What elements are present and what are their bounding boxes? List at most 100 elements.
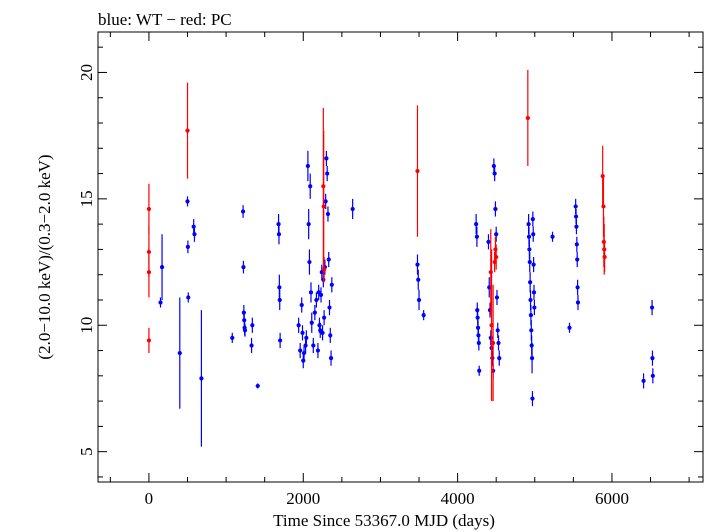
data-point	[276, 232, 282, 237]
data-point	[185, 244, 191, 249]
data-point	[320, 330, 325, 335]
data-point	[492, 171, 497, 176]
data-point	[300, 330, 305, 335]
chart-title: blue: WT − red: PC	[98, 10, 232, 29]
series-pc	[146, 69, 607, 402]
data-point	[649, 305, 655, 310]
data-point	[491, 340, 496, 346]
data-point	[531, 232, 536, 237]
data-point	[324, 156, 329, 161]
data-point	[475, 315, 480, 320]
data-point	[304, 335, 309, 340]
data-point	[416, 277, 421, 282]
data-point	[495, 328, 500, 333]
data-point	[241, 265, 246, 270]
data-point	[494, 295, 500, 300]
data-point	[474, 234, 479, 239]
data-point	[574, 224, 579, 229]
data-point	[600, 174, 605, 179]
x-axis-label: Time Since 53367.0 MJD (days)	[273, 511, 495, 530]
data-point	[191, 224, 196, 229]
data-point	[326, 257, 331, 262]
y-tick-label: 5	[77, 447, 96, 456]
data-point	[530, 216, 535, 222]
x-tick-label: 6000	[595, 489, 629, 508]
data-point	[491, 163, 496, 169]
data-point	[574, 242, 579, 247]
data-point	[575, 285, 580, 290]
data-point	[315, 348, 321, 353]
plot-frame	[97, 31, 704, 483]
data-point	[329, 282, 334, 287]
data-point	[146, 338, 152, 343]
data-point	[321, 204, 326, 209]
data-point	[312, 310, 317, 315]
axis-ticks	[98, 32, 703, 482]
data-point	[301, 358, 306, 363]
data-point	[494, 254, 499, 260]
data-point	[322, 315, 327, 320]
data-point	[328, 356, 334, 361]
data-point	[528, 313, 534, 318]
data-point	[303, 343, 308, 348]
y-tick-label: 20	[77, 64, 96, 81]
data-point	[477, 368, 482, 373]
data-point	[532, 305, 537, 310]
data-point	[242, 328, 248, 333]
data-point	[496, 340, 501, 346]
data-point	[415, 168, 420, 174]
data-point	[641, 378, 646, 383]
data-point	[650, 373, 655, 378]
data-point	[308, 184, 313, 189]
data-point	[575, 300, 581, 305]
axis-tick-labels: 0 2000 4000 6000 5 10 15 20	[77, 64, 629, 508]
x-tick-label: 4000	[441, 489, 475, 508]
data-point	[528, 280, 533, 285]
data-point	[530, 396, 535, 401]
data-point	[488, 270, 493, 275]
data-point	[416, 297, 422, 303]
data-point	[318, 292, 324, 298]
data-point	[325, 171, 330, 176]
data-point	[240, 209, 246, 214]
data-point	[650, 356, 655, 361]
data-point	[277, 285, 282, 290]
data-point	[192, 232, 197, 237]
data-point	[307, 259, 312, 265]
y-tick-label: 15	[77, 190, 96, 207]
data-point	[305, 163, 310, 169]
data-point	[325, 211, 331, 217]
data-point	[199, 376, 204, 381]
data-point	[573, 214, 579, 219]
data-point	[601, 204, 606, 209]
data-point	[526, 234, 532, 239]
data-point	[309, 320, 314, 325]
data-point	[476, 340, 481, 346]
data-point	[567, 325, 572, 330]
data-point	[327, 305, 332, 310]
data-point	[185, 199, 190, 204]
data-point	[350, 206, 355, 212]
data-point	[250, 323, 255, 328]
data-point	[602, 254, 607, 260]
data-point	[308, 290, 314, 295]
data-point	[497, 356, 502, 361]
data-point	[526, 222, 531, 227]
data-point	[296, 323, 301, 328]
data-point	[277, 297, 282, 303]
data-point	[255, 383, 260, 389]
data-point	[527, 259, 532, 265]
data-point	[488, 335, 493, 340]
data-point	[575, 257, 580, 262]
data-point	[323, 199, 328, 204]
data-point	[525, 115, 530, 121]
data-point	[186, 295, 191, 300]
data-point	[177, 350, 182, 356]
data-point	[158, 300, 163, 305]
y-tick-label: 10	[77, 317, 96, 334]
y-axis-label: (2.0−10.0 keV)/(0.3−2.0 keV)	[35, 154, 54, 359]
data-point	[415, 262, 420, 267]
data-series	[146, 69, 655, 447]
x-tick-label: 0	[145, 489, 154, 508]
